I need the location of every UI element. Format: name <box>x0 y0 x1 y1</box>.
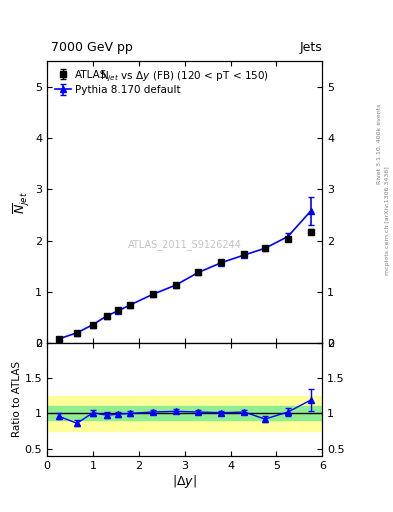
Y-axis label: $\overline{N}_{jet}$: $\overline{N}_{jet}$ <box>12 191 32 214</box>
Legend: ATLAS, Pythia 8.170 default: ATLAS, Pythia 8.170 default <box>52 67 184 98</box>
Y-axis label: Ratio to ATLAS: Ratio to ATLAS <box>12 361 22 437</box>
Text: N$_{jet}$ vs $\Delta y$ (FB) (120 < pT < 150): N$_{jet}$ vs $\Delta y$ (FB) (120 < pT <… <box>100 70 269 84</box>
Bar <box>47 407 322 420</box>
Text: 7000 GeV pp: 7000 GeV pp <box>51 41 133 54</box>
X-axis label: $|\Delta y|$: $|\Delta y|$ <box>172 473 197 490</box>
Text: Jets: Jets <box>299 41 322 54</box>
Text: ATLAS_2011_S9126244: ATLAS_2011_S9126244 <box>128 239 242 250</box>
Bar <box>47 396 322 431</box>
Text: mcplots.cern.ch [arXiv:1306.3436]: mcplots.cern.ch [arXiv:1306.3436] <box>385 166 389 274</box>
Text: Rivet 3.1.10, 400k events: Rivet 3.1.10, 400k events <box>377 103 382 184</box>
